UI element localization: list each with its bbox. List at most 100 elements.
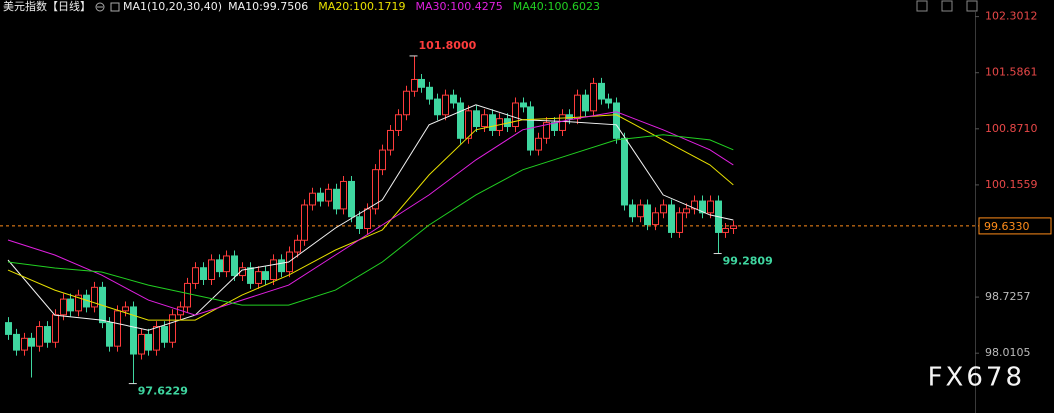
candle-body <box>348 180 355 218</box>
candle-body <box>200 267 207 280</box>
icon[interactable] <box>966 0 978 12</box>
candle-body <box>434 98 441 116</box>
candle-body <box>294 239 301 253</box>
icon[interactable] <box>916 0 928 12</box>
candle-body <box>60 298 67 316</box>
y-tick-label: 100.1559 <box>985 178 1038 191</box>
candle-body <box>489 114 496 131</box>
candle-body <box>566 114 573 120</box>
candle-body <box>520 102 527 108</box>
indicator-label: MA1(10,20,30,40) <box>123 0 222 13</box>
legend-label: MA40:100.6023 <box>513 0 600 13</box>
candle-body <box>255 271 262 284</box>
toolbar-icons <box>916 0 978 12</box>
candle-body <box>145 333 152 351</box>
y-tick-label: 102.3012 <box>985 10 1038 23</box>
candle-body <box>418 78 425 88</box>
candle-body <box>356 216 363 230</box>
candle-body <box>106 322 113 347</box>
candle-body <box>278 259 285 273</box>
candle-body <box>574 94 581 120</box>
candle-body <box>5 322 12 335</box>
candle-body <box>722 228 729 233</box>
candle-body <box>598 82 605 100</box>
annotation-label: 99.2809 <box>723 255 773 268</box>
y-tick-label: 100.8710 <box>985 122 1038 135</box>
candle-body <box>699 200 706 214</box>
candle-body <box>364 208 371 230</box>
candle-body <box>637 204 644 218</box>
candle-body <box>683 208 690 214</box>
candle-body <box>660 204 667 214</box>
candle-body <box>169 314 176 343</box>
candle-body <box>426 86 433 100</box>
candle-body <box>403 90 410 116</box>
candle-body <box>457 102 464 139</box>
last-price-label: 99.6330 <box>984 220 1030 233</box>
candle-body <box>309 192 316 206</box>
candle-body <box>644 204 651 226</box>
candle-body <box>325 188 332 202</box>
candle-body <box>535 137 542 151</box>
candle-body <box>372 169 379 210</box>
ma-line <box>7 114 734 321</box>
candle-body <box>36 326 43 347</box>
candle-body <box>223 255 230 273</box>
candle-body <box>395 114 402 131</box>
candle-body <box>153 326 160 351</box>
y-tick-label: 101.5861 <box>985 66 1038 79</box>
candle-body <box>629 204 636 218</box>
candle-body <box>668 204 675 233</box>
candle-body <box>44 326 51 343</box>
y-tick-label: 98.0105 <box>985 346 1031 359</box>
candle-body <box>333 188 340 210</box>
ma-line <box>7 104 734 331</box>
candle-body <box>442 94 449 116</box>
candle-body <box>161 326 168 343</box>
candle-body <box>379 149 386 171</box>
candle-body <box>75 294 82 312</box>
legend-label: MA20:100.1719 <box>318 0 405 13</box>
candle-body <box>317 192 324 202</box>
candle-body <box>543 122 550 139</box>
candle-body <box>270 259 277 280</box>
candle-body <box>239 267 246 277</box>
candle-body <box>676 212 683 233</box>
legend-label: MA10:99.7506 <box>228 0 308 13</box>
candle-body <box>192 267 199 284</box>
icon[interactable] <box>941 0 953 12</box>
candle-body <box>590 82 597 112</box>
candle-body <box>450 94 457 104</box>
candle-body <box>559 114 566 131</box>
candle-body <box>691 200 698 210</box>
candle-body <box>114 310 121 347</box>
candle-body <box>340 180 347 210</box>
candle-body <box>130 306 137 355</box>
candle-body <box>621 137 628 206</box>
candle-body <box>465 110 472 139</box>
candle-body <box>652 212 659 226</box>
candle-body <box>387 129 394 151</box>
candle-body <box>216 259 223 273</box>
candle-body <box>122 306 129 312</box>
candle-body <box>605 98 612 104</box>
candle-body <box>707 200 714 214</box>
ma-line <box>7 134 734 306</box>
candle-body <box>411 78 418 92</box>
indicator-icon <box>110 2 120 12</box>
candle-body <box>208 259 215 280</box>
candle-body <box>231 255 238 277</box>
ma-line <box>7 111 734 316</box>
candle-body <box>67 298 74 312</box>
chart-title: 美元指数【日线】 <box>3 0 91 13</box>
candle-body <box>301 204 308 241</box>
y-tick-label: 98.7257 <box>985 290 1031 303</box>
candle-body <box>28 337 35 347</box>
annotation-label: 101.8000 <box>419 39 477 52</box>
candle-body <box>730 225 737 230</box>
last-price-box <box>978 217 1052 235</box>
legend-label: MA30:100.4275 <box>416 0 503 13</box>
candle-body <box>138 333 145 355</box>
